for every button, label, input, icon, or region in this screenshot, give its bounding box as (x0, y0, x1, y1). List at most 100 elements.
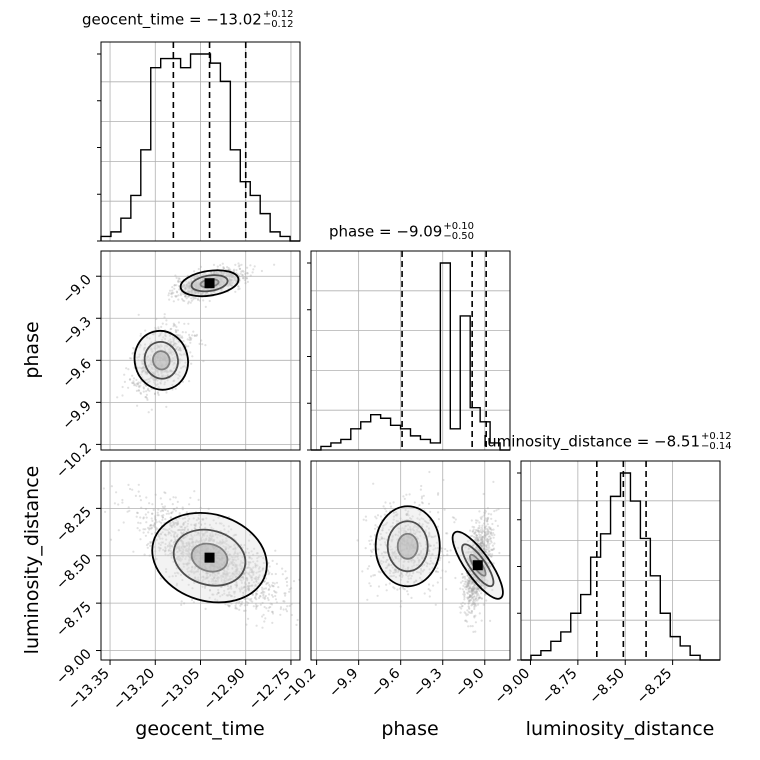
scatter-point (474, 621, 477, 624)
scatter-point (460, 602, 463, 606)
scatter-point (489, 552, 492, 556)
scatter-point (192, 330, 195, 333)
scatter-point (190, 290, 193, 293)
scatter-point (153, 392, 157, 396)
scatter-point (245, 601, 248, 604)
scatter-point (246, 272, 249, 275)
histogram-bin-phase (381, 418, 391, 450)
scatter-point (131, 488, 134, 491)
scatter-point (167, 512, 170, 515)
scatter-point (474, 630, 477, 633)
scatter-point (146, 388, 149, 392)
scatter-point (193, 490, 196, 493)
scatter-point (249, 264, 252, 267)
histogram-bin-phase (420, 439, 430, 450)
scatter-point (459, 611, 462, 614)
scatter-point (236, 607, 239, 610)
histogram-bin-phase (391, 425, 401, 450)
scatter-point (144, 329, 147, 332)
scatter-point (484, 593, 487, 597)
scatter-point (246, 280, 249, 283)
scatter-point (200, 339, 203, 342)
scatter-point (483, 512, 486, 515)
scatter-point (466, 584, 469, 587)
scatter-point (271, 585, 275, 588)
scatter-point (190, 297, 193, 300)
scatter-point (441, 569, 444, 572)
scatter-point (149, 544, 152, 548)
scatter-point (439, 576, 442, 579)
histogram-bin-luminosity_distance (571, 613, 581, 660)
scatter-point (482, 603, 485, 606)
scatter-point (469, 529, 472, 532)
scatter-point (186, 284, 189, 287)
histogram-bin-luminosity_distance (591, 557, 601, 660)
scatter-point (204, 305, 207, 308)
scatter-point (184, 287, 187, 290)
scatter-point (116, 396, 119, 399)
scatter-point (186, 285, 189, 288)
scatter-point (121, 385, 124, 389)
scatter-point (493, 542, 496, 545)
scatter-point (476, 599, 479, 602)
scatter-point (368, 582, 371, 585)
scatter-point (473, 607, 476, 611)
scatter-point (218, 283, 221, 286)
scatter-point (372, 574, 375, 577)
scatter-point (197, 267, 200, 271)
scatter-point (479, 529, 482, 532)
scatter-point (227, 278, 231, 281)
scatter-point (480, 597, 483, 600)
scatter-point (267, 588, 270, 592)
scatter-point (224, 603, 227, 606)
scatter-point (245, 277, 248, 280)
scatter-point (432, 584, 435, 587)
scatter-point (192, 601, 195, 604)
grid-2-2 (521, 461, 720, 660)
scatter-point (220, 278, 223, 281)
scatter-point (241, 276, 244, 279)
scatter-point (462, 590, 465, 593)
scatter-point (434, 603, 437, 606)
xtick-label-luminosity_distance: −8.25 (634, 666, 676, 708)
scatter-point (234, 280, 237, 283)
histogram-bin-luminosity_distance (630, 501, 640, 660)
scatter-point (488, 530, 491, 533)
scatter-point (189, 278, 192, 281)
scatter-point (483, 519, 486, 522)
histogram-bin-geocent_time (270, 232, 280, 241)
scatter-point (147, 542, 150, 545)
scatter-point (230, 284, 233, 287)
scatter-point (296, 618, 299, 622)
scatter-point (472, 589, 475, 592)
scatter-point (200, 293, 203, 296)
scatter-point (421, 502, 424, 505)
scatter-point (398, 587, 402, 590)
scatter-point (488, 542, 491, 545)
scatter-point (389, 505, 393, 508)
scatter-point (249, 599, 252, 602)
scatter-point (219, 276, 222, 279)
scatter-point (262, 596, 265, 599)
scatter-point (366, 567, 369, 570)
scatter-point (465, 588, 468, 591)
scatter-point (228, 604, 231, 607)
scatter-point (132, 377, 136, 380)
scatter-point (177, 298, 180, 301)
histogram-bin-luminosity_distance (660, 613, 670, 660)
scatter-point (420, 484, 423, 488)
scatter-point (252, 605, 255, 608)
scatter-point (271, 559, 274, 563)
scatter-point (463, 598, 466, 601)
scatter-point (255, 598, 258, 601)
scatter-point (195, 282, 198, 285)
scatter-point (488, 526, 491, 529)
scatter-point (219, 279, 222, 282)
scatter-point (429, 510, 432, 513)
scatter-point (188, 336, 191, 339)
scatter-point (132, 382, 135, 385)
density-peak-phase_vs_geocent_time (204, 278, 215, 289)
scatter-point (165, 405, 168, 408)
scatter-point (377, 585, 381, 588)
